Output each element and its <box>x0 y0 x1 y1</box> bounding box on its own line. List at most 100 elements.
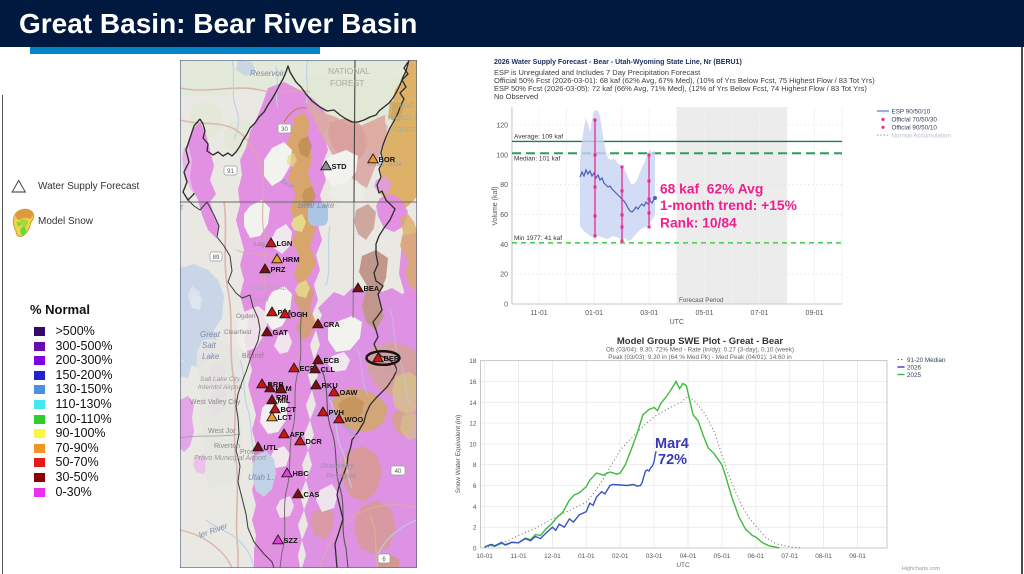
svg-text:BER: BER <box>384 354 400 363</box>
svg-text:18: 18 <box>469 358 477 365</box>
svg-text:UTC: UTC <box>676 562 690 569</box>
svg-text:West Valley City: West Valley City <box>190 399 241 406</box>
svg-text:BOR: BOR <box>379 155 396 164</box>
svg-text:10-01: 10-01 <box>476 553 493 560</box>
svg-text:07-01: 07-01 <box>751 310 769 317</box>
svg-text:0: 0 <box>504 302 508 309</box>
svg-text:Peak (03/03): 9.30 in (64 % Me: Peak (03/03): 9.30 in (64 % Med Pk) - Me… <box>608 354 792 361</box>
svg-text:6: 6 <box>382 557 386 563</box>
svg-text:Volume (kaf): Volume (kaf) <box>492 186 499 225</box>
svg-text:91-20 Median: 91-20 Median <box>907 357 946 364</box>
svg-text:Great: Great <box>200 330 221 339</box>
svg-text:2026: 2026 <box>907 364 922 371</box>
svg-text:Interntnl Airport: Interntnl Airport <box>198 384 243 391</box>
svg-text:8: 8 <box>473 462 477 469</box>
svg-text:Clearfield: Clearfield <box>224 329 252 336</box>
svg-text:Normal Accumulation: Normal Accumulation <box>892 132 952 139</box>
svg-text:Official 90/50/10: Official 90/50/10 <box>892 125 938 132</box>
svg-text:06-01: 06-01 <box>747 553 764 560</box>
svg-text:ESP is Unregulated and Include: ESP is Unregulated and Includes 7 Day Pr… <box>494 68 701 77</box>
svg-text:CHE: CHE <box>262 271 276 278</box>
svg-text:89: 89 <box>213 255 220 261</box>
svg-text:100: 100 <box>496 152 508 159</box>
svg-text:04-01: 04-01 <box>680 553 697 560</box>
svg-text:OGH: OGH <box>291 310 308 319</box>
svg-text:80: 80 <box>500 182 508 189</box>
svg-text:Utah L.: Utah L. <box>248 473 274 482</box>
svg-text:09-01: 09-01 <box>806 310 824 317</box>
svg-text:2026 Water Supply Forecast - B: 2026 Water Supply Forecast - Bear - Utah… <box>494 59 742 66</box>
svg-text:01-01: 01-01 <box>578 553 595 560</box>
svg-text:Mar4: Mar4 <box>655 436 689 452</box>
svg-text:ESP 50% Fcst (2026-03-05): 72: ESP 50% Fcst (2026-03-05): 72 kaf (66% A… <box>494 84 867 93</box>
svg-text:11-01: 11-01 <box>510 553 527 560</box>
svg-text:05-01: 05-01 <box>695 310 713 317</box>
svg-text:Forecast Period: Forecast Period <box>679 297 724 304</box>
svg-text:01-01: 01-01 <box>585 310 603 317</box>
svg-text:Reservoir: Reservoir <box>326 473 357 480</box>
svg-text:12-01: 12-01 <box>544 553 561 560</box>
svg-text:ESP 90/50/10: ESP 90/50/10 <box>892 108 931 115</box>
svg-text:SZZ: SZZ <box>284 536 299 545</box>
svg-text:120: 120 <box>496 123 508 130</box>
svg-text:10: 10 <box>469 441 477 448</box>
svg-text:GAT: GAT <box>273 328 289 337</box>
svg-text:CAS: CAS <box>304 490 320 499</box>
svg-text:Strawberry: Strawberry <box>320 463 354 470</box>
svg-text:Reservoir: Reservoir <box>250 69 285 78</box>
svg-text:40: 40 <box>395 469 402 475</box>
svg-text:Salt Lake City: Salt Lake City <box>200 376 241 383</box>
svg-text:0: 0 <box>473 546 477 553</box>
svg-text:Lake: Lake <box>202 352 220 361</box>
svg-text:Lodes Gulail: Lodes Gulail <box>368 162 401 168</box>
svg-text:Snow Water Equivalent (in): Snow Water Equivalent (in) <box>455 415 462 494</box>
svg-text:11-01: 11-01 <box>530 310 547 317</box>
svg-text:ECR: ECR <box>300 364 316 373</box>
svg-text:PRZ: PRZ <box>271 265 286 274</box>
svg-text:03-01: 03-01 <box>640 310 658 317</box>
svg-text:14: 14 <box>469 400 477 407</box>
svg-text:STD: STD <box>332 162 348 171</box>
svg-text:FORES: FORES <box>392 127 416 134</box>
svg-text:2025: 2025 <box>907 372 922 379</box>
svg-text:72%: 72% <box>658 452 687 468</box>
svg-text:RKU: RKU <box>322 381 338 390</box>
svg-text:CLL: CLL <box>321 365 336 374</box>
svg-text:2: 2 <box>473 525 477 532</box>
svg-text:12: 12 <box>469 421 477 428</box>
svg-text:30: 30 <box>281 127 288 133</box>
svg-text:FOR: FOR <box>254 297 269 304</box>
svg-text:Bear Lake: Bear Lake <box>298 201 335 210</box>
svg-text:Riverton: Riverton <box>214 443 240 450</box>
svg-text:Official 50% Fcst (2026-03-01): Official 50% Fcst (2026-03-01): 68 kaf (… <box>494 76 875 85</box>
svg-text:08-01: 08-01 <box>815 553 832 560</box>
svg-text:NATIOL A: NATIOL A <box>388 115 417 122</box>
svg-text:BRIDG: BRIDG <box>392 103 414 110</box>
svg-text:05-01: 05-01 <box>714 553 731 560</box>
svg-text:BRB: BRB <box>268 380 285 389</box>
svg-text:1-month trend: +15%: 1-month trend: +15% <box>660 198 797 213</box>
svg-text:Model Group SWE Plot - Great -: Model Group SWE Plot - Great - Bear <box>617 336 784 347</box>
svg-text:91: 91 <box>227 169 234 175</box>
svg-text:NATIONAL: NATIONAL <box>328 66 370 76</box>
svg-text:Bountif: Bountif <box>242 353 264 360</box>
svg-text:Min 1977: 41 kaf: Min 1977: 41 kaf <box>514 235 562 242</box>
svg-text:PVH: PVH <box>329 408 344 417</box>
svg-text:MIL: MIL <box>278 396 291 405</box>
svg-text:NATIONAL: NATIONAL <box>368 367 400 374</box>
svg-text:Average: 109 kaf: Average: 109 kaf <box>514 133 563 140</box>
svg-text:RPI: RPI <box>276 393 289 402</box>
svg-text:20: 20 <box>500 272 508 279</box>
svg-text:NATIONAL: NATIONAL <box>252 285 287 292</box>
svg-text:Provo: Provo <box>240 449 258 456</box>
svg-text:No Observed: No Observed <box>494 92 538 101</box>
svg-text:4: 4 <box>473 504 477 511</box>
svg-text:ECB: ECB <box>324 356 340 365</box>
svg-text:Official 70/50/30: Official 70/50/30 <box>892 117 938 124</box>
svg-text:CRA: CRA <box>324 320 341 329</box>
svg-text:6: 6 <box>473 483 477 490</box>
svg-text:BCT: BCT <box>281 405 297 414</box>
svg-text:07-01: 07-01 <box>781 553 798 560</box>
svg-text:AFP: AFP <box>290 430 305 439</box>
svg-text:Median: 101 kaf: Median: 101 kaf <box>514 155 560 162</box>
